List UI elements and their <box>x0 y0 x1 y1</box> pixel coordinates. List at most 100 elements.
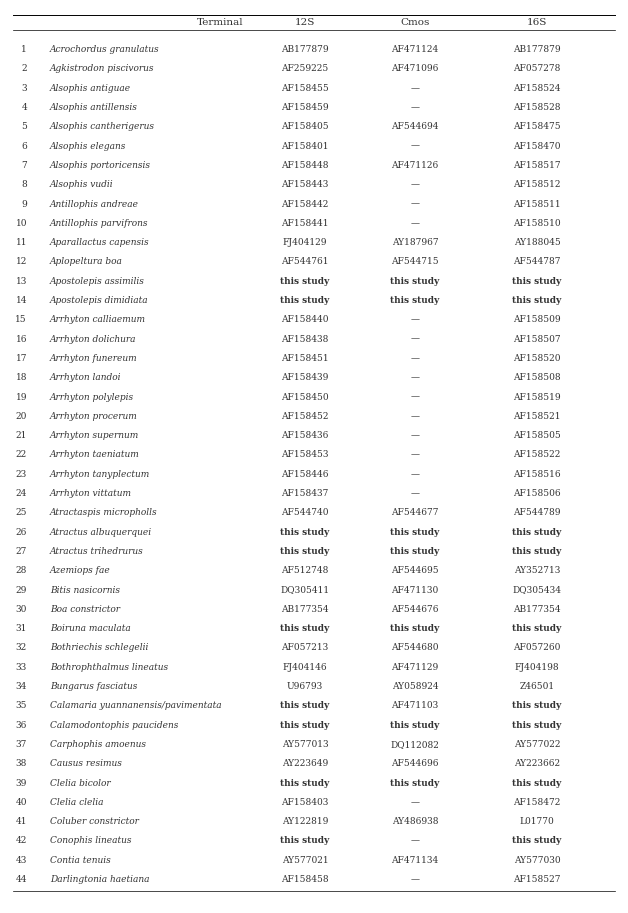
Text: Contia tenuis: Contia tenuis <box>50 855 111 865</box>
Text: this study: this study <box>391 624 440 633</box>
Text: Coluber constrictor: Coluber constrictor <box>50 817 139 826</box>
Text: AY577022: AY577022 <box>514 740 560 749</box>
Text: —: — <box>411 200 420 208</box>
Text: Z46501: Z46501 <box>519 682 555 691</box>
Text: —: — <box>411 335 420 343</box>
Text: AF158459: AF158459 <box>281 103 329 112</box>
Text: Terminal: Terminal <box>197 17 243 26</box>
Text: AF471126: AF471126 <box>391 161 438 170</box>
Text: 10: 10 <box>16 219 27 228</box>
Text: AF158528: AF158528 <box>513 103 561 112</box>
Text: —: — <box>411 354 420 363</box>
Text: 12: 12 <box>16 257 27 267</box>
Text: —: — <box>411 315 420 324</box>
Text: FJ404198: FJ404198 <box>515 663 560 672</box>
Text: this study: this study <box>512 779 561 788</box>
Text: —: — <box>411 431 420 440</box>
Text: —: — <box>411 875 420 884</box>
Text: AF057260: AF057260 <box>513 644 561 653</box>
Text: 12S: 12S <box>295 17 315 26</box>
Text: Bothrophthalmus lineatus: Bothrophthalmus lineatus <box>50 663 168 672</box>
Text: —: — <box>411 84 420 93</box>
Text: 6: 6 <box>21 142 27 151</box>
Text: —: — <box>411 142 420 151</box>
Text: 4: 4 <box>21 103 27 112</box>
Text: 35: 35 <box>16 701 27 710</box>
Text: AF158519: AF158519 <box>513 393 561 402</box>
Text: AF158508: AF158508 <box>513 373 561 383</box>
Text: AF544677: AF544677 <box>391 509 439 518</box>
Text: 39: 39 <box>16 779 27 788</box>
Text: 38: 38 <box>16 760 27 768</box>
Text: 15: 15 <box>15 315 27 324</box>
Text: AF158451: AF158451 <box>281 354 329 363</box>
Text: 8: 8 <box>21 180 27 189</box>
Text: AF158458: AF158458 <box>281 875 329 884</box>
Text: Alsophis antiguae: Alsophis antiguae <box>50 84 131 93</box>
Text: AF471130: AF471130 <box>391 585 438 594</box>
Text: AF544694: AF544694 <box>391 122 439 131</box>
Text: AF158452: AF158452 <box>281 412 328 421</box>
Text: AY188045: AY188045 <box>514 238 560 247</box>
Text: AF057278: AF057278 <box>513 65 561 73</box>
Text: Arrhyton funereum: Arrhyton funereum <box>50 354 138 363</box>
Text: Clelia clelia: Clelia clelia <box>50 798 104 807</box>
Text: AF158403: AF158403 <box>281 798 328 807</box>
Text: 24: 24 <box>16 489 27 498</box>
Text: AY486938: AY486938 <box>392 817 438 826</box>
Text: AF158446: AF158446 <box>281 470 328 478</box>
Text: AF158516: AF158516 <box>513 470 561 478</box>
Text: AF158524: AF158524 <box>513 84 561 93</box>
Text: this study: this study <box>512 528 561 537</box>
Text: 40: 40 <box>16 798 27 807</box>
Text: this study: this study <box>280 624 330 633</box>
Text: —: — <box>411 180 420 189</box>
Text: 29: 29 <box>16 585 27 594</box>
Text: Calamaria yuannanensis/pavimentata: Calamaria yuannanensis/pavimentata <box>50 701 222 710</box>
Text: Carphophis amoenus: Carphophis amoenus <box>50 740 146 749</box>
Text: Calamodontophis paucidens: Calamodontophis paucidens <box>50 720 178 729</box>
Text: 23: 23 <box>16 470 27 478</box>
Text: 17: 17 <box>16 354 27 363</box>
Text: —: — <box>411 836 420 845</box>
Text: 3: 3 <box>21 84 27 93</box>
Text: AY577030: AY577030 <box>514 855 560 865</box>
Text: this study: this study <box>280 296 330 305</box>
Text: AF544789: AF544789 <box>513 509 561 518</box>
Text: AB177879: AB177879 <box>513 45 561 54</box>
Text: —: — <box>411 103 420 112</box>
Text: Azemiops fae: Azemiops fae <box>50 566 111 575</box>
Text: Arrhyton supernum: Arrhyton supernum <box>50 431 139 440</box>
Text: DQ112082: DQ112082 <box>391 740 440 749</box>
Text: AF259225: AF259225 <box>281 65 328 73</box>
Text: 9: 9 <box>21 200 27 208</box>
Text: 30: 30 <box>16 604 27 614</box>
Text: this study: this study <box>391 528 440 537</box>
Text: AF158443: AF158443 <box>281 180 328 189</box>
Text: 20: 20 <box>16 412 27 421</box>
Text: 31: 31 <box>16 624 27 633</box>
Text: AY122819: AY122819 <box>282 817 328 826</box>
Text: 5: 5 <box>21 122 27 131</box>
Text: 37: 37 <box>16 740 27 749</box>
Text: 21: 21 <box>16 431 27 440</box>
Text: AY577021: AY577021 <box>282 855 328 865</box>
Text: AF158510: AF158510 <box>513 219 561 228</box>
Text: Atractus trihedrurus: Atractus trihedrurus <box>50 547 144 556</box>
Text: Boiruna maculata: Boiruna maculata <box>50 624 131 633</box>
Text: this study: this study <box>280 528 330 537</box>
Text: AF158511: AF158511 <box>513 200 561 208</box>
Text: —: — <box>411 219 420 228</box>
Text: 32: 32 <box>16 644 27 653</box>
Text: this study: this study <box>512 624 561 633</box>
Text: 33: 33 <box>16 663 27 672</box>
Text: Cmos: Cmos <box>400 17 430 26</box>
Text: AF158521: AF158521 <box>513 412 561 421</box>
Text: AF471124: AF471124 <box>391 45 438 54</box>
Text: Clelia bicolor: Clelia bicolor <box>50 779 111 788</box>
Text: AF057213: AF057213 <box>281 644 328 653</box>
Text: Atractus albuquerquei: Atractus albuquerquei <box>50 528 152 537</box>
Text: —: — <box>411 450 420 459</box>
Text: AY352713: AY352713 <box>514 566 560 575</box>
Text: AF158520: AF158520 <box>513 354 561 363</box>
